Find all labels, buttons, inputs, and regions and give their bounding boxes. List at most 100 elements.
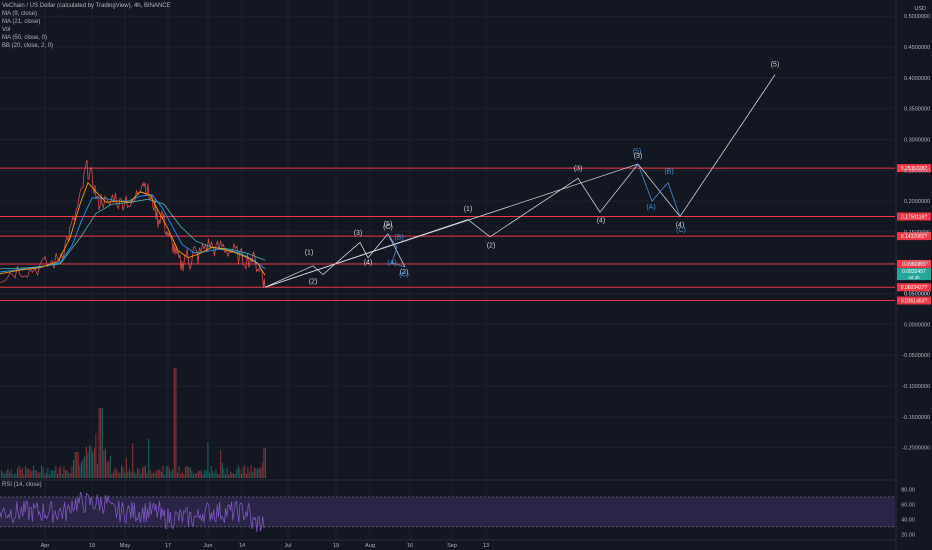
symbol-title[interactable]: VeChain / US Dollar (calculated by Tradi… bbox=[2, 3, 171, 9]
volume-bar bbox=[25, 466, 26, 478]
time-tick-label: May bbox=[120, 543, 131, 549]
volume-bar bbox=[89, 444, 90, 478]
volume-bar bbox=[255, 467, 257, 478]
wave-label: (1) bbox=[305, 250, 314, 257]
volume-bar bbox=[199, 471, 201, 478]
volume-bar bbox=[101, 408, 103, 478]
volume-bar bbox=[188, 467, 190, 478]
volume-bar bbox=[79, 465, 81, 478]
volume-bar bbox=[175, 368, 177, 478]
volume-bar bbox=[221, 462, 223, 478]
volume-bar bbox=[209, 472, 210, 478]
volume-bar bbox=[33, 465, 34, 478]
volume-bar bbox=[77, 452, 79, 478]
ma-teal-line bbox=[0, 198, 266, 270]
wave-label: (C) bbox=[383, 224, 393, 231]
volume-bar bbox=[28, 468, 30, 478]
wave-label: (5) bbox=[633, 149, 642, 156]
volume-bar bbox=[225, 474, 226, 478]
price-tick-label: 0.3500000 bbox=[904, 107, 930, 113]
volume-bar bbox=[215, 469, 217, 478]
volume-bar bbox=[245, 473, 247, 478]
volume-bar bbox=[119, 472, 121, 478]
volume-bar bbox=[37, 472, 39, 478]
price-tick-label: 0.5000000 bbox=[904, 14, 930, 20]
volume-bar bbox=[153, 472, 154, 478]
level-label-0: 0.2535328? bbox=[901, 166, 928, 172]
volume-bar bbox=[117, 472, 119, 478]
price-tick-label: 0.0500000 bbox=[904, 292, 930, 298]
volume-bar bbox=[98, 408, 100, 478]
volume-bar bbox=[237, 465, 239, 478]
volume-bar bbox=[148, 438, 150, 478]
volume-bar bbox=[185, 466, 186, 478]
price-tick-label: -0.1500000 bbox=[902, 415, 930, 421]
volume-bar bbox=[204, 469, 206, 478]
volume-bar bbox=[97, 464, 98, 478]
volume-bar bbox=[156, 470, 158, 478]
volume-bar bbox=[74, 452, 76, 478]
rsi-line bbox=[0, 491, 265, 532]
volume-bar bbox=[141, 467, 143, 478]
volume-bar bbox=[9, 472, 10, 478]
time-tick-label: Jun bbox=[204, 543, 213, 549]
volume-bar bbox=[23, 474, 25, 478]
volume-bar bbox=[207, 442, 209, 478]
volume-bar bbox=[260, 468, 262, 478]
volume-bar bbox=[165, 466, 167, 478]
wave-label: (4) bbox=[364, 260, 373, 267]
volume-bar bbox=[15, 473, 17, 478]
rsi-tick-label: 60.00 bbox=[901, 502, 915, 508]
rsi-tick-label: 40.00 bbox=[901, 517, 915, 523]
volume-bar bbox=[173, 368, 175, 478]
volume-bar bbox=[145, 466, 146, 478]
volume-bar bbox=[49, 474, 50, 478]
wave-label: (3) bbox=[354, 230, 363, 237]
volume-bar bbox=[61, 474, 63, 478]
volume-bar bbox=[220, 450, 222, 478]
volume-bar bbox=[81, 461, 82, 478]
volume-bar bbox=[129, 468, 130, 478]
volume-bar bbox=[133, 471, 135, 478]
wave-label: (1) bbox=[464, 206, 473, 213]
time-axis: Apr 19 May 17 Jun 14 Jul 19 Aug 16 Sep 13 bbox=[0, 539, 895, 549]
volume-bar bbox=[42, 467, 44, 478]
volume-bar bbox=[68, 472, 70, 478]
level-label-4: 0.0603427? bbox=[901, 285, 928, 291]
volume-bar bbox=[258, 467, 260, 478]
volume-bar bbox=[226, 467, 228, 478]
price-tick-label: 0.4500000 bbox=[904, 45, 930, 51]
volume-bar bbox=[84, 455, 86, 478]
volume-bar bbox=[250, 465, 252, 478]
volume-bar bbox=[197, 470, 199, 478]
indicator-ma9[interactable]: MA (9, close) bbox=[2, 11, 38, 17]
volume-bar bbox=[140, 473, 142, 478]
wave-label: (A) bbox=[387, 260, 396, 267]
volume-bar bbox=[234, 474, 236, 478]
volume-bar bbox=[111, 473, 113, 478]
wave-label: (A) bbox=[646, 204, 655, 211]
volume-bar bbox=[47, 467, 49, 478]
volume-bar bbox=[244, 465, 246, 478]
volume-bar bbox=[135, 473, 137, 478]
price-axis: 0.5000000 0.4500000 0.4000000 0.3500000 0.30… bbox=[895, 0, 930, 550]
volume-bar bbox=[180, 474, 182, 478]
indicator-ma21[interactable]: MA (21, close) bbox=[2, 19, 41, 25]
time-tick-label: Aug bbox=[365, 543, 375, 549]
volume-bar bbox=[100, 408, 102, 478]
indicator-ma50[interactable]: MA (50, close, 0) bbox=[2, 35, 48, 41]
volume-bar bbox=[257, 469, 258, 478]
indicator-bb[interactable]: BB (20, close, 2, 0) bbox=[2, 43, 54, 49]
volume-bar bbox=[17, 468, 18, 478]
indicator-vol[interactable]: Vol bbox=[2, 27, 11, 33]
volume-bar bbox=[223, 468, 225, 478]
level-tag-1 bbox=[897, 212, 931, 221]
volume-bar bbox=[45, 472, 47, 478]
rsi-tick-label: 80.00 bbox=[901, 487, 915, 493]
wave-white-1 bbox=[264, 74, 776, 288]
volume-bar bbox=[253, 467, 255, 478]
grid-lines bbox=[0, 0, 895, 540]
volume-bar bbox=[41, 465, 42, 478]
rsi-legend[interactable]: RSI (14, close) bbox=[2, 482, 42, 488]
